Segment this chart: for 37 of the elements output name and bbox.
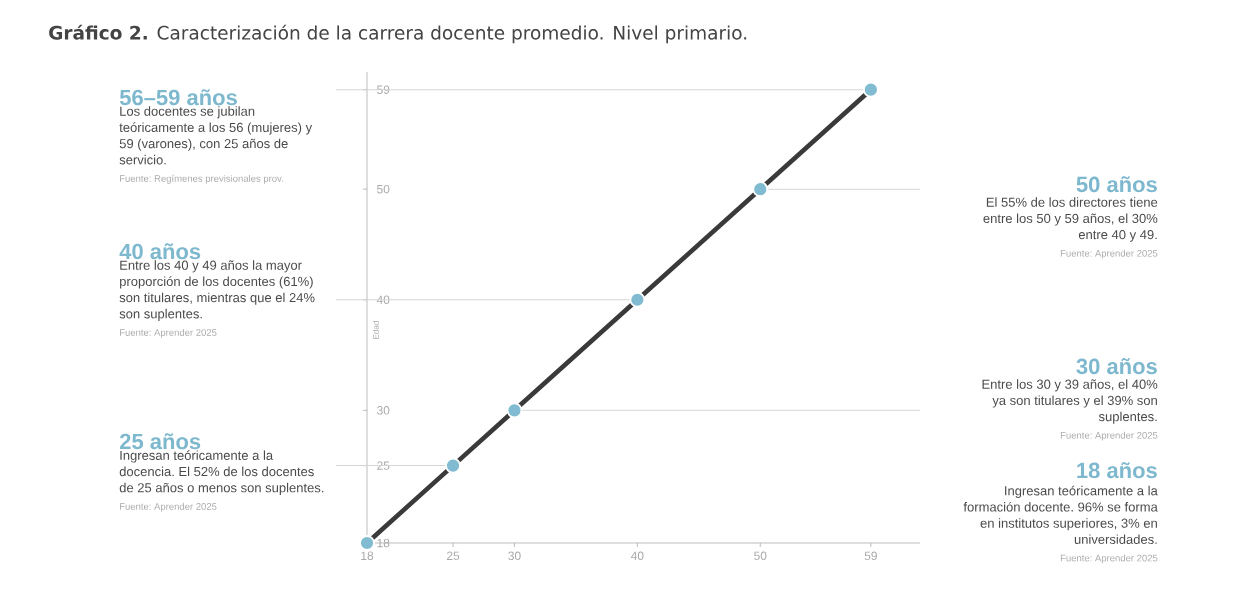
- text: 56–59 años: [119, 89, 237, 106]
- x-tick-label: 50: [754, 551, 767, 561]
- text: Ingresan teóricamente a la docencia. El 52% de los docentes de 25 años o menos son suplentes.: [119, 450, 324, 495]
- point: [752, 181, 769, 198]
- y-tick-label: 40: [376, 295, 390, 304]
- y-tick-label: 59: [377, 85, 390, 94]
- point: [359, 535, 375, 551]
- text: Entre los 40 y 49 años la mayor proporción de los docentes (61%) son titulares, mientras que el 24% son suplentes.: [119, 260, 315, 321]
- text: 18 años: [1077, 462, 1157, 479]
- x-tick-label: 18: [361, 551, 374, 561]
- x-tick-label: 25: [446, 551, 460, 561]
- y-tick-label: 50: [377, 184, 390, 194]
- source-note: Fuente: Aprender 2025: [1060, 554, 1158, 564]
- source-note: Fuente: Aprender 2025: [119, 502, 217, 512]
- text: 25 años: [119, 433, 201, 450]
- y-tick-label: 30: [376, 406, 390, 415]
- text: 50 años: [1076, 176, 1157, 193]
- source-note: Fuente: Aprender 2025: [1060, 249, 1158, 259]
- point: [506, 402, 523, 419]
- chart-title: Gráfico 2. Caracterización de la carrera docente promedio. Nivel primario.: [49, 24, 747, 44]
- point: [629, 291, 646, 308]
- source-note: Fuente: Aprender 2025: [1060, 431, 1158, 441]
- x-tick-label: 40: [630, 551, 644, 561]
- text: 40 años: [119, 243, 201, 260]
- text: 30 años: [1076, 358, 1157, 375]
- point: [862, 81, 879, 98]
- source-note: Fuente: Aprender 2025: [119, 328, 217, 338]
- text: Ingresan teóricamente a la formación docente. 96% se forma en institutos superiores, 3% en universidades.: [963, 485, 1158, 544]
- source-note: Fuente: Regímenes previsionales prov.: [119, 174, 283, 184]
- point: [445, 457, 461, 474]
- text: El 55% de los directores tiene entre los 50 y 59 años, el 30% entre 40 y 49.: [983, 197, 1158, 242]
- x-tick-label: 59: [864, 551, 877, 561]
- y-tick-label: 18: [377, 538, 390, 548]
- y-axis-title: Edad: [372, 321, 379, 339]
- text: Entre los 30 y 39 años, el 40% ya son titulares y el 39% son suplentes.: [982, 379, 1158, 424]
- text: Los docentes se jubilan teóricamente a los 56 (mujeres) y 59 (varones), con 25 años de servicio.: [119, 106, 313, 165]
- x-tick-label: 30: [508, 551, 521, 561]
